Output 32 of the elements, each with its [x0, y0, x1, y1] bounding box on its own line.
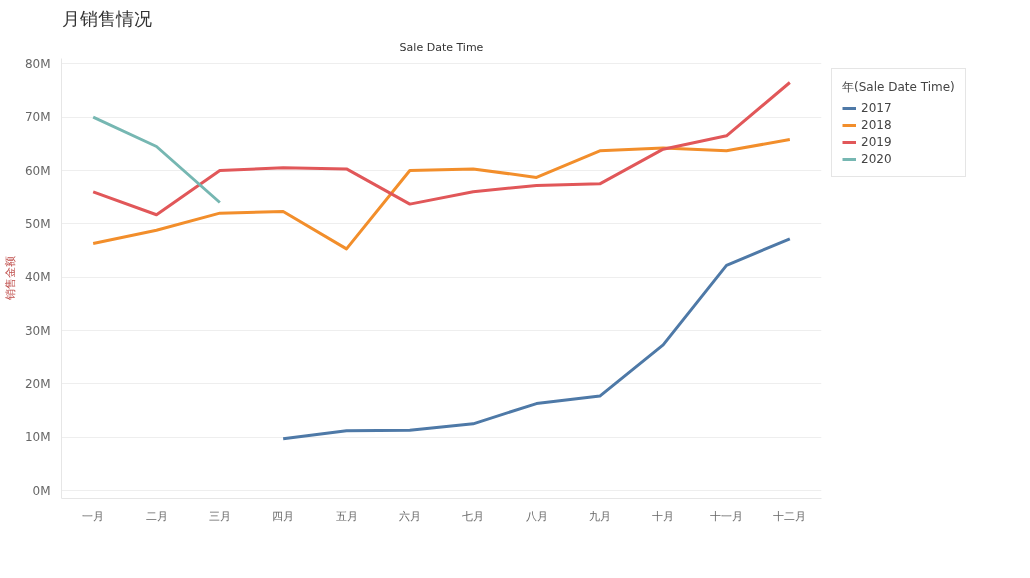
y-axis-title: 销售金额: [3, 256, 17, 302]
legend-label: 2018: [861, 118, 892, 132]
y-tick-label: 70M: [24, 110, 51, 125]
x-tick-label: 十月: [652, 509, 675, 523]
x-tick-label: 七月: [462, 509, 485, 523]
line-series: [91, 138, 792, 251]
legend-label: 2019: [861, 135, 892, 149]
x-tick-label: 八月: [525, 509, 548, 523]
line-series: [281, 237, 792, 441]
y-tick-label: 10M: [24, 430, 51, 445]
x-axis-title: Sale Date Time: [399, 40, 484, 54]
x-tick-label: 一月: [82, 509, 105, 523]
chart-title: 月销售情况: [61, 7, 152, 29]
y-tick-label: 40M: [24, 270, 51, 285]
x-tick-label: 十一月: [710, 509, 743, 523]
y-tick-label: 0M: [32, 483, 51, 498]
y-tick-label: 50M: [24, 216, 51, 231]
x-tick-label: 九月: [588, 509, 611, 523]
legend-title: 年(Sale Date Time): [842, 79, 955, 96]
line-series: [91, 81, 792, 217]
y-tick-label: 30M: [24, 323, 51, 338]
x-tick-label: 十二月: [773, 509, 807, 523]
y-tick-label: 80M: [24, 56, 51, 71]
x-tick-label: 五月: [335, 509, 358, 523]
x-tick-label: 六月: [398, 509, 421, 523]
y-tick-label: 20M: [24, 376, 51, 391]
legend-label: 2017: [861, 101, 892, 115]
x-tick-label: 二月: [145, 509, 168, 523]
legend-label: 2020: [861, 152, 892, 166]
y-tick-label: 60M: [24, 163, 51, 178]
x-tick-label: 三月: [208, 509, 231, 523]
x-tick-label: 四月: [272, 509, 295, 523]
